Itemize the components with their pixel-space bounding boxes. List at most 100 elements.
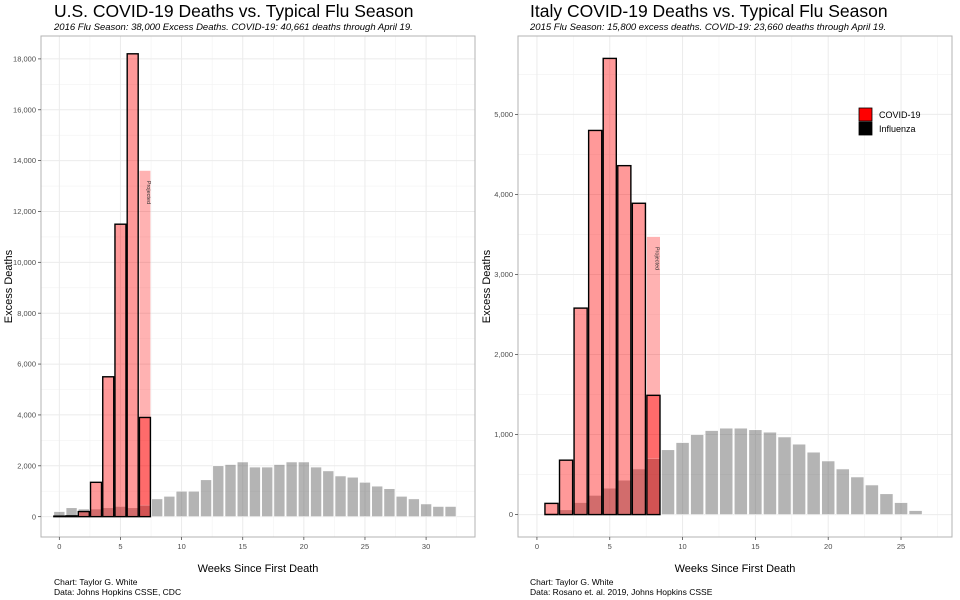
us-ytick-label: 16,000 [13, 105, 36, 114]
italy-ytick-label: 1,000 [494, 430, 513, 439]
us-flu-bar [236, 461, 249, 517]
us-flu-bar [261, 466, 273, 517]
us-plot-border [40, 35, 476, 538]
italy-flu-bar [821, 460, 836, 515]
italy-projected-bar [646, 236, 660, 515]
legend-label-covid-19: COVID-19 [879, 110, 921, 120]
italy-covid-bar [617, 164, 632, 516]
us-xtick-label: 20 [300, 542, 308, 551]
italy-covid-bar [587, 129, 603, 516]
italy-chart-caption: Chart: Taylor G. White Data: Rosano et. … [530, 577, 712, 597]
italy-flu-bar [792, 443, 806, 515]
italy-flu-bar [894, 502, 908, 515]
us-x-axis-title: Weeks Since First Death [198, 563, 319, 575]
us-ytick-label: 12,000 [13, 207, 36, 216]
italy-caption-line-1: Chart: Taylor G. White [530, 577, 614, 587]
italy-flu-bar [661, 449, 675, 515]
us-flu-bar [432, 506, 445, 517]
italy-y-axis-title: Excess Deaths [481, 249, 493, 323]
italy-flu-bar [908, 510, 923, 515]
us-ytick-label: 2,000 [17, 461, 36, 470]
us-flu-bar [359, 482, 371, 517]
us-flu-bar [175, 490, 188, 517]
us-flu-bar [163, 496, 176, 517]
us-xtick-label: 15 [239, 542, 247, 551]
us-ytick-label: 10,000 [13, 258, 36, 267]
legend-label-influenza: Influenza [879, 124, 916, 134]
us-ytick-label: 18,000 [13, 54, 36, 63]
us-covid-bar [114, 223, 127, 518]
italy-flu-bar [763, 431, 777, 515]
italy-caption-line-2: Data: Rosano et. al. 2019, Johns Hopkins… [530, 587, 713, 597]
us-covid-bar [65, 515, 78, 518]
italy-xtick-label: 20 [824, 542, 832, 551]
us-ytick-label: 0 [32, 512, 36, 521]
us-flu-bar [334, 475, 347, 517]
italy-flu-bar [704, 430, 719, 515]
italy-ytick-label: 5,000 [494, 110, 513, 119]
us-covid-bar [102, 376, 115, 518]
italy-covid-bar [573, 307, 588, 516]
italy-covid-bar [544, 502, 559, 516]
us-covid-bar [53, 515, 66, 518]
italy-ytick-label: 0 [509, 510, 513, 519]
us-flu-bar [322, 470, 335, 517]
italy-plot-border [517, 35, 953, 538]
italy-flu-bar [690, 434, 704, 515]
italy-covid-bar [646, 394, 661, 516]
us-ytick-label: 14,000 [13, 156, 36, 165]
italy-plot-background [518, 36, 952, 537]
italy-flu-bar [835, 468, 850, 515]
us-chart-caption: Chart: Taylor G. White Data: Johns Hopki… [54, 577, 181, 597]
us-flu-bar [395, 496, 408, 517]
italy-flu-bar [879, 493, 894, 515]
us-flu-bar [285, 461, 298, 517]
us-flu-bar [444, 506, 457, 517]
us-y-axis-title: Excess Deaths [3, 249, 15, 323]
us-flu-bar [188, 490, 200, 517]
us-ytick-label: 8,000 [17, 309, 36, 318]
italy-covid-bar [631, 202, 647, 516]
italy-projected-label: Projected [653, 247, 659, 270]
us-caption-line-1: Chart: Taylor G. White [54, 577, 138, 587]
italy-flu-bar [865, 484, 879, 515]
us-chart-subtitle: 2016 Flu Season: 38,000 Excess Deaths. C… [54, 22, 413, 33]
us-ytick-label: 6,000 [17, 360, 36, 369]
italy-xtick-label: 15 [751, 542, 759, 551]
us-flu-bar [383, 488, 396, 517]
italy-xtick-label: 25 [897, 542, 905, 551]
italy-chart: Projected 0 1,000 2,000 3,000 4,000 5,000 0 5 10 1… [481, 35, 953, 575]
italy-xtick-label: 5 [608, 542, 612, 551]
italy-flu-bar [733, 427, 748, 515]
us-flu-bar [151, 498, 163, 517]
us-flu-bar [200, 479, 212, 517]
us-flu-bar [224, 464, 237, 517]
italy-legend: COVID-19 Influenza [858, 107, 921, 136]
us-covid-bar [126, 53, 139, 518]
italy-xtick-label: 10 [678, 542, 686, 551]
italy-flu-bar [675, 442, 690, 515]
us-flu-bar [310, 466, 322, 517]
italy-flu-bar [850, 476, 865, 515]
us-caption-line-2: Data: Johns Hopkins CSSE, CDC [54, 587, 182, 597]
us-chart: Projected 0 2,000 4,000 6,000 8,000 10,000 12,0… [3, 35, 476, 575]
italy-ytick-label: 3,000 [494, 270, 513, 279]
italy-chart-subtitle: 2015 Flu Season: 15,800 excess deaths. C… [530, 22, 887, 33]
us-covid-bar [138, 416, 152, 518]
us-projected-label: Projected [145, 181, 151, 204]
us-xtick-label: 5 [118, 542, 122, 551]
italy-flu-bar [806, 451, 821, 515]
us-covid-bar [89, 481, 103, 518]
us-flu-bar [408, 498, 420, 517]
us-flu-bar [420, 503, 432, 517]
italy-ytick-label: 2,000 [494, 350, 513, 359]
us-xtick-label: 25 [361, 542, 369, 551]
italy-covid-bar [602, 57, 618, 516]
us-projected-bar [139, 170, 151, 517]
us-flu-bar [298, 461, 310, 517]
us-xtick-label: 30 [422, 542, 430, 551]
italy-chart-title: Italy COVID-19 Deaths vs. Typical Flu Se… [530, 1, 888, 21]
italy-flu-bar [777, 436, 792, 515]
us-xtick-label: 10 [177, 542, 185, 551]
